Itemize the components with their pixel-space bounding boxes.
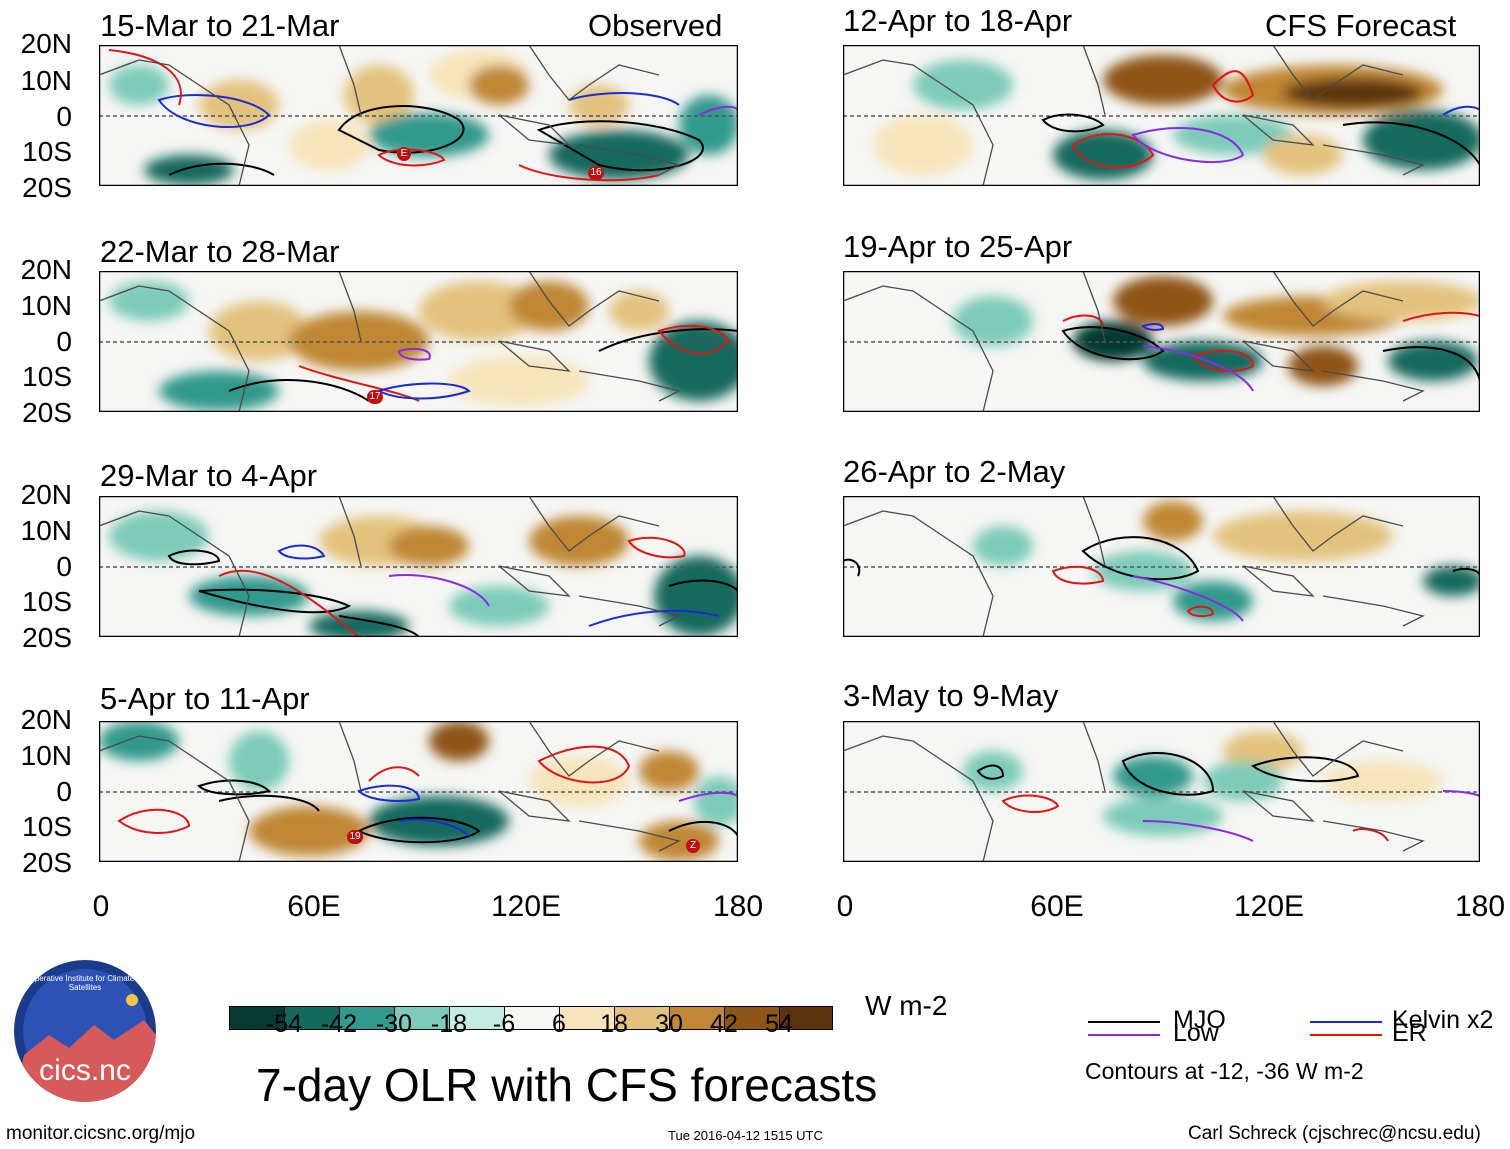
legend-kelvin-label: Kelvin x2 [1392,1006,1494,1034]
lon-label: 120E [490,890,562,923]
footer-url[interactable]: monitor.cicsnc.org/mjo [6,1123,196,1144]
lat-label: 20S [22,172,72,203]
observed-label: Observed [588,8,723,43]
lon-label: 0 [92,890,110,923]
footer-timestamp: Tue 2016-04-12 1515 UTC [668,1128,823,1143]
lat-label: 10N [20,290,72,321]
storm-marker: 19 [347,830,363,844]
colorbar-tick: -42 [320,1010,358,1038]
panel-title: 29-Mar to 4-Apr [100,458,318,493]
map-panel-6 [843,271,1480,412]
lat-label: 0 [56,776,72,807]
lon-label: 60E [1030,890,1084,923]
main-title: 7-day OLR with CFS forecasts [256,1059,878,1111]
lat-label: 10N [20,740,72,771]
panel-title: 26-Apr to 2-May [843,454,1066,489]
panel-title: 15-Mar to 21-Mar [100,8,340,43]
lat-label: 20N [20,254,72,285]
lat-label: 0 [56,326,72,357]
map-panel-4 [99,721,738,862]
lat-label: 20S [22,622,72,653]
lat-label: 10S [22,361,72,392]
storm-marker: 16 [588,166,604,180]
lon-label: 180 [1454,890,1506,923]
map-panel-7 [843,496,1480,637]
lat-label: 0 [56,551,72,582]
storm-marker: Z [686,839,700,853]
lon-label: 60E [287,890,341,923]
colorbar-swatch [724,1006,780,1030]
lat-label: 10S [22,586,72,617]
legend-er-label: ER [1392,1019,1427,1047]
map-panel-8 [843,721,1480,862]
forecast-label: CFS Forecast [1265,8,1457,43]
logo-graphic [14,969,156,1102]
colorbar-tick: 6 [552,1010,566,1038]
lat-label: 20S [22,847,72,878]
colorbar-tick: 54 [765,1010,793,1038]
colorbar-tick: -6 [492,1010,516,1038]
panel-title: 12-Apr to 18-Apr [843,3,1073,38]
cics-logo: cics.nc Cooperative Institute for Climat… [14,960,156,1102]
panel-title: 22-Mar to 28-Mar [100,234,340,269]
map-panel-1 [99,45,738,186]
lat-label: 10S [22,136,72,167]
map-panel-2 [99,271,738,412]
lat-label: 10N [20,65,72,96]
colorbar-tick: -54 [265,1010,303,1038]
legend-low-label: Low [1173,1019,1219,1047]
map-panel-3 [99,496,738,637]
legend-mjo-label: MJO [1173,1006,1226,1034]
colorbar-tick: 42 [710,1010,738,1038]
footer-credit: Carl Schreck (cjschrec@ncsu.edu) [1188,1123,1481,1144]
panel-title: 3-May to 9-May [843,678,1059,713]
lat-label: 10N [20,515,72,546]
colorbar-tick: 18 [600,1010,628,1038]
storm-marker: 17 [367,390,383,404]
lon-label: 120E [1233,890,1305,923]
colorbar-tick: 30 [655,1010,683,1038]
legend-mjo-line [1088,1021,1160,1023]
colorbar-swatch [229,1006,285,1030]
logo-ring-text: Cooperative Institute for Climate and Sa… [20,974,150,992]
colorbar-swatch [339,1006,395,1030]
colorbar-swatch [779,1006,833,1030]
legend-low-line [1088,1034,1160,1036]
lat-label: 20N [20,479,72,510]
lat-label: 20N [20,704,72,735]
map-panel-5 [843,45,1480,186]
storm-marker: E [397,147,411,161]
legend-kelvin-line [1310,1021,1382,1023]
lon-label: 0 [836,890,854,923]
panel-title: 19-Apr to 25-Apr [843,229,1073,264]
lat-label: 10S [22,811,72,842]
logo-text: cics.nc [39,1054,131,1087]
panel-title: 5-Apr to 11-Apr [100,681,310,716]
legend-contour-note: Contours at -12, -36 W m-2 [1085,1058,1364,1084]
lat-label: 0 [56,101,72,132]
colorbar-tick: -18 [430,1010,468,1038]
colorbar-unit: W m-2 [865,990,948,1021]
lon-label: 180 [712,890,764,923]
lat-label: 20S [22,397,72,428]
legend-er-line [1310,1034,1382,1036]
colorbar-tick: -30 [375,1010,413,1038]
lat-label: 20N [20,28,72,59]
